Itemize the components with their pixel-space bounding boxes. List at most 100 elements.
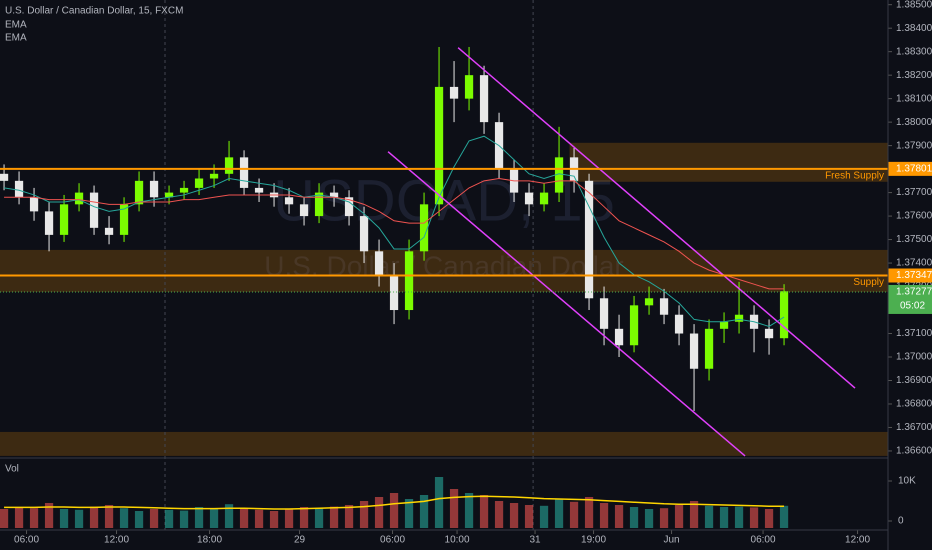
x-tick-label: 06:00 [14,535,39,546]
candle-body [584,180,594,299]
y-tick-label: 1.36600 [896,446,932,457]
candle-body [119,204,129,235]
candle-body [164,192,174,198]
candle-body [14,180,24,198]
volume-bar [29,508,39,528]
volume-tick-label: 0 [898,516,904,527]
candle-body [239,157,249,188]
y-tick-label: 1.38400 [896,23,932,34]
price-box-label: 1.37347 [896,270,932,281]
channel-line [387,151,746,457]
volume-bar [359,501,369,528]
volume-bar [464,493,474,528]
volume-bar [629,507,639,528]
x-tick-label: 19:00 [581,535,606,546]
zone [0,249,888,292]
x-tick-label: 06:00 [751,535,776,546]
volume-bar [434,477,444,528]
volume-bar [524,505,534,528]
volume-bar [389,493,399,528]
volume-bar [554,499,564,528]
price-box [888,284,932,314]
candle-body [389,274,399,311]
candle-body [449,86,459,99]
volume-ma-line [4,495,785,510]
x-tick-label: 12:00 [845,535,870,546]
x-tick-label: 10:00 [445,535,470,546]
candle-body [44,211,54,235]
volume-tick-label: 10K [898,476,916,487]
watermark: USDCAD, 15 [273,168,615,233]
candle-body [374,251,384,275]
volume-bar [134,511,144,528]
y-tick-label: 1.37900 [896,140,932,151]
candle-body [674,314,684,334]
x-tick-label: 18:00 [197,535,222,546]
y-tick-label: 1.38500 [896,0,932,10]
x-tick-label: 31 [529,535,541,546]
y-tick-label: 1.37500 [896,234,932,245]
volume-bar [764,509,774,528]
candle-body [359,216,369,252]
indicator-label: EMA [5,33,27,44]
candle-body [104,227,114,235]
candle-body [194,178,204,188]
y-tick-label: 1.37100 [896,328,932,339]
volume-bar [479,495,489,528]
y-tick-label: 1.36800 [896,399,932,410]
y-tick-label: 1.36700 [896,422,932,433]
candle-body [704,328,714,369]
volume-bar [674,505,684,528]
y-tick-label: 1.38100 [896,93,932,104]
last-price-label: 1.37277 [896,287,932,298]
volume-bar [299,507,309,528]
countdown: 05:02 [900,301,925,312]
ema-line [4,177,785,290]
volume-bar [539,505,549,528]
y-tick-label: 1.37400 [896,258,932,269]
volume-bar [404,499,414,528]
level-text: Supply [853,277,884,288]
candle-body [329,192,339,198]
y-tick-label: 1.37700 [896,187,932,198]
candle-body [479,75,489,123]
volume-bar [419,495,429,528]
candle-body [689,333,699,369]
volume-bar [704,505,714,528]
zone [569,142,888,182]
y-tick-label: 1.36900 [896,375,932,386]
candle-body [554,157,564,193]
candle-body [149,180,159,198]
volume-bar [14,507,24,528]
volume-bar [104,505,114,528]
candle-body [224,157,234,174]
candle-body [629,305,639,346]
volume-bar [734,506,744,528]
volume-bar [584,497,594,528]
volume-bar [374,497,384,528]
candle-body [284,197,294,205]
price-box-label: 1.37801 [896,164,932,175]
volume-bar [209,508,219,528]
candle-body [344,197,354,217]
candle-body [134,180,144,205]
volume-bar [254,509,264,528]
y-tick-label: 1.38000 [896,117,932,128]
volume-bar [149,509,159,528]
volume-bar [164,509,174,528]
indicator-label: EMA [5,20,27,31]
volume-bar [494,501,504,528]
candle-body [764,328,774,339]
zone [0,431,888,456]
x-tick-label: Jun [663,535,679,546]
candle-body [524,192,534,205]
price-box [888,268,932,283]
candle-body [734,314,744,322]
volume-bar [89,506,99,528]
volume-bar [509,503,519,528]
volume-bar [119,508,129,528]
y-tick-label: 1.38200 [896,70,932,81]
candle-body [434,86,444,205]
volume-bar [719,507,729,528]
